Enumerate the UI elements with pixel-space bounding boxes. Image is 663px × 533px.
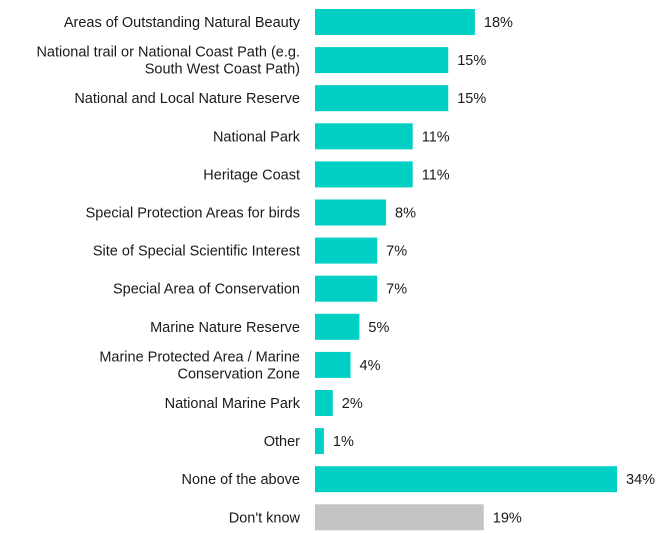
bar (315, 390, 333, 416)
bar (315, 275, 378, 302)
category-label: None of the above (181, 472, 300, 488)
bar (315, 237, 378, 264)
category-label: National Park (213, 129, 301, 145)
category-label: National and Local Nature Reserve (74, 91, 300, 107)
category-label: Other (264, 434, 300, 450)
value-label: 4% (360, 358, 381, 374)
category-label: Special Area of Conservation (113, 282, 300, 298)
bar (315, 85, 449, 112)
value-label: 2% (342, 396, 363, 412)
bar (315, 9, 475, 35)
value-label: 11% (422, 129, 450, 145)
value-label: 34% (626, 472, 655, 488)
category-label: Marine Nature Reserve (150, 320, 300, 336)
value-label: 18% (484, 15, 513, 31)
category-label: Don't know (229, 510, 301, 526)
bar (315, 504, 484, 531)
value-label: 7% (386, 282, 407, 298)
value-label: 19% (493, 510, 522, 526)
bar (315, 428, 324, 455)
value-label: 5% (368, 320, 389, 336)
bar (315, 47, 449, 74)
category-label: Marine Protected Area / Marine Conservati… (99, 349, 300, 382)
bar (315, 123, 413, 150)
value-label: 11% (422, 167, 450, 183)
bar (315, 466, 617, 493)
bar (315, 199, 387, 226)
category-label: Heritage Coast (203, 167, 300, 183)
value-label: 1% (333, 434, 354, 450)
bar (315, 161, 413, 188)
value-label: 15% (457, 91, 486, 107)
category-label: Site of Special Scientific Interest (93, 244, 300, 260)
value-label: 7% (386, 244, 407, 260)
category-label: Special Protection Areas for birds (86, 206, 300, 222)
bar (315, 313, 360, 340)
value-label: 8% (395, 206, 416, 222)
value-label: 15% (457, 53, 486, 69)
category-label: National trail or National Coast Path (e… (36, 45, 300, 78)
category-label: National Marine Park (165, 396, 301, 412)
bar (315, 351, 351, 378)
category-label: Areas of Outstanding Natural Beauty (64, 15, 301, 31)
